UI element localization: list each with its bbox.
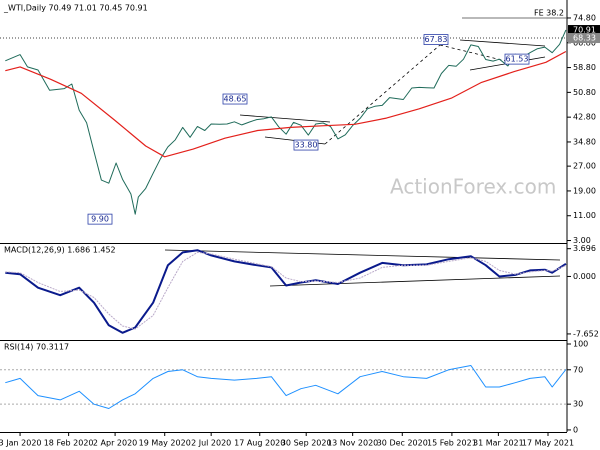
y-tick-label: 34.80 (573, 137, 596, 146)
marker-box (568, 25, 600, 36)
annotation-label: 67.83 (425, 35, 448, 44)
x-tick-label: 3 Jan 2020 (0, 439, 41, 448)
trendline (164, 249, 561, 261)
x-tick-label: 30 Dec 2020 (377, 439, 428, 448)
annotation-box (87, 213, 113, 225)
x-tick-label: 17 May 2021 (522, 439, 574, 448)
y-tick-label: 50.80 (573, 88, 596, 97)
x-tick-label: 31 Mar 2021 (473, 439, 524, 448)
y-tick-label: 74.80 (573, 13, 596, 22)
fe-label: FE 38.2 (534, 8, 564, 17)
watermark: ActionForex.com (390, 175, 556, 199)
series-line (5, 365, 567, 409)
x-tick-label: 18 Feb 2020 (44, 439, 94, 448)
y-tick-label: -7.652 (573, 329, 599, 338)
y-tick-label: 30 (573, 400, 583, 409)
annotation-label: 48.65 (224, 95, 247, 104)
annotation-label: 61.53 (506, 55, 529, 64)
x-tick-label: 2 Apr 2020 (93, 439, 137, 448)
annotation-label: 9.90 (91, 215, 109, 224)
x-tick-label: 2 Jul 2020 (191, 439, 231, 448)
x-tick-label: 30 Sep 2020 (281, 439, 332, 448)
trendline (239, 114, 331, 123)
x-tick-label: 19 May 2020 (139, 439, 191, 448)
marker-box (568, 33, 600, 44)
x-tick-label: 17 Aug 2020 (234, 439, 285, 448)
marker-label: 68.33 (573, 34, 596, 43)
annotation-box (423, 34, 449, 45)
trendline (269, 275, 561, 287)
annotation-label: 33.80 (295, 141, 318, 150)
y-tick-label: 0 (573, 425, 578, 434)
y-tick-label: 19.00 (573, 186, 596, 195)
series-line (5, 50, 567, 158)
x-tick-label: 13 Nov 2020 (327, 439, 378, 448)
annotation-box (222, 93, 248, 105)
x-tick-label: 15 Feb 2021 (427, 439, 477, 448)
price-title: _WTI,Daily 70.49 71.01 70.45 70.91 (3, 4, 148, 13)
y-tick-label: 3.00 (573, 236, 591, 245)
y-tick-label: 42.80 (573, 113, 596, 122)
fib-line (324, 44, 441, 145)
marker-label: 70.91 (573, 26, 596, 35)
series-line (5, 251, 567, 330)
y-tick-label: 0.000 (573, 272, 596, 281)
macd-title: MACD(12,26,9) 1.686 1.452 (4, 246, 116, 255)
y-tick-label: 3.696 (573, 244, 596, 253)
trendline (459, 39, 546, 47)
y-tick-label: 100 (573, 340, 588, 349)
annotation-box (293, 139, 319, 151)
series-line (5, 29, 567, 215)
annotation-box (504, 53, 530, 65)
y-tick-label: 27.00 (573, 162, 596, 171)
y-tick-label: 70 (573, 365, 583, 374)
y-tick-label: 11.00 (573, 211, 596, 220)
y-tick-label: 58.80 (573, 63, 596, 72)
rsi-title: RSI(14) 70.3117 (4, 343, 69, 352)
series-line (5, 249, 567, 334)
